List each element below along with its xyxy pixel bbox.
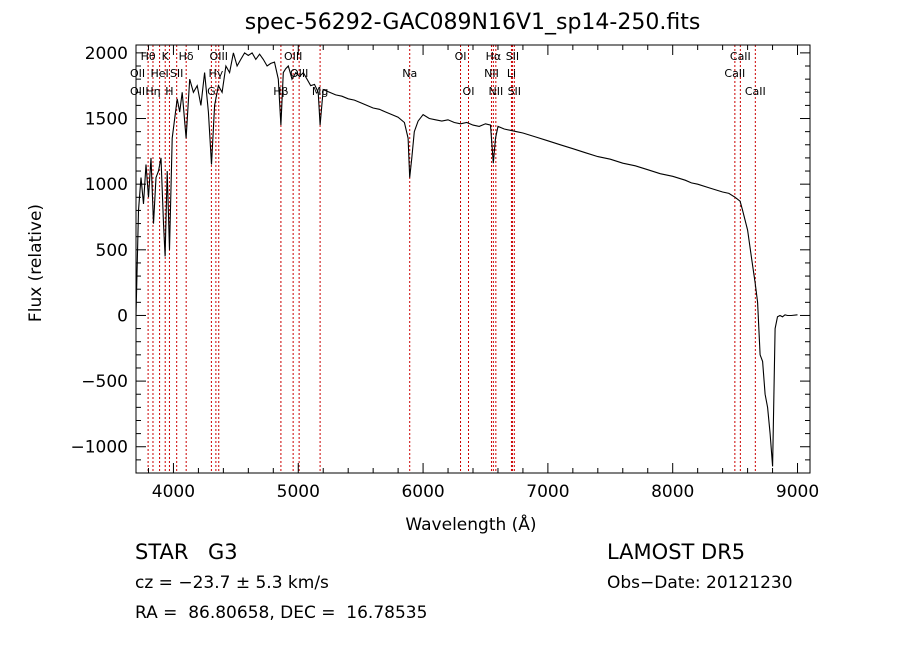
x-tick-label-2: 6000 <box>401 482 444 502</box>
y-tick-label-6: 2000 <box>85 44 128 64</box>
chart-title: spec-56292-GAC089N16V1_sp14-250.fits <box>244 10 701 35</box>
x-tick-label-1: 5000 <box>277 482 320 502</box>
spectrum-line <box>135 52 798 467</box>
x-tick-label-5: 9000 <box>776 482 819 502</box>
line-marker-label-14: Na <box>402 67 417 80</box>
line-marker-label-11: OIII <box>284 50 302 63</box>
line-marker-label-17: NII <box>484 67 499 80</box>
line-marker-labels: HθHηHeIKHSIIHδGHγOIIIHβOIIIOIIIMgNaOIOIN… <box>130 50 766 98</box>
line-markers <box>147 45 756 473</box>
plot-frame <box>135 44 811 474</box>
line-marker-label-13: Mg <box>312 85 328 98</box>
line-marker-label-20: Li <box>507 67 516 80</box>
line-marker-label-21: SII <box>506 50 519 63</box>
y-tick-label-0: −1000 <box>70 438 128 458</box>
line-marker-label-4: H <box>165 85 173 98</box>
line-marker-label-7: G <box>207 85 216 98</box>
line-marker-label-22: SII <box>508 85 521 98</box>
line-marker-label-24: CaII <box>730 50 751 63</box>
y-tick-label-3: 500 <box>96 241 128 261</box>
redshift-velocity: cz = −23.7 ± 5.3 km/s <box>135 573 329 593</box>
edge-marker-label-1: OII <box>130 85 145 98</box>
line-marker-label-25: CaII <box>745 85 766 98</box>
line-marker-label-2: HeI <box>150 67 168 80</box>
line-marker-label-18: Hα <box>486 50 502 63</box>
line-marker-label-3: K <box>162 50 170 63</box>
line-marker-label-6: Hδ <box>179 50 194 63</box>
y-axis-label: Flux (relative) <box>26 204 46 322</box>
x-axis-label: Wavelength (Å) <box>405 513 536 535</box>
line-marker-label-8: Hγ <box>208 67 223 80</box>
line-marker-label-5: SII <box>170 67 183 80</box>
x-tick-label-3: 7000 <box>526 482 569 502</box>
x-tick-label-4: 8000 <box>651 482 694 502</box>
survey-name: LAMOST DR5 <box>607 540 746 564</box>
observation-date: Obs−Date: 20121230 <box>607 573 793 593</box>
y-tick-label-1: −500 <box>81 372 128 392</box>
edge-marker-label-0: OII <box>130 67 145 80</box>
line-marker-label-19: NII <box>488 85 503 98</box>
y-tick-label-2: 0 <box>117 306 128 326</box>
x-axis-ticks: 4000 5000 6000 7000 8000 9000 <box>147 45 819 502</box>
line-marker-label-10: Hβ <box>273 85 288 98</box>
line-marker-label-0: Hθ <box>141 50 156 63</box>
y-tick-label-5: 1500 <box>85 110 128 130</box>
line-marker-label-12: OIII <box>290 67 308 80</box>
line-marker-label-1: Hη <box>145 85 160 98</box>
object-subclass: G3 <box>208 540 238 564</box>
coordinates: RA = 86.80658, DEC = 16.78535 <box>135 603 428 623</box>
line-marker-label-16: OI <box>463 85 475 98</box>
x-tick-label-0: 4000 <box>152 482 195 502</box>
line-marker-label-15: OI <box>455 50 467 63</box>
object-class: STAR <box>135 540 189 564</box>
y-axis-ticks: −1000 −500 0 500 1000 1500 2000 <box>70 44 810 461</box>
line-marker-label-23: CaII <box>724 67 745 80</box>
line-marker-label-9: OIII <box>210 50 228 63</box>
y-tick-label-4: 1000 <box>85 175 128 195</box>
